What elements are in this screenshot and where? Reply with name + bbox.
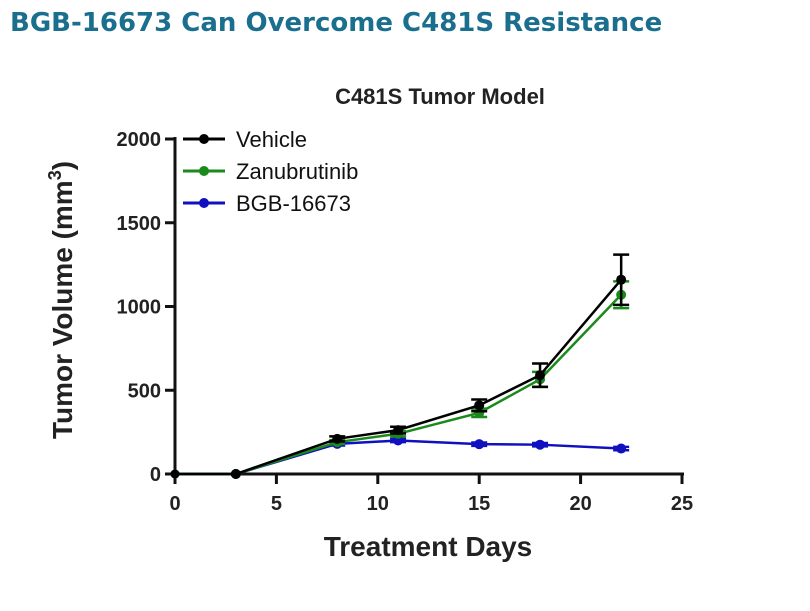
y-tick-label: 1000 bbox=[117, 297, 162, 319]
data-point-vehicle bbox=[393, 425, 404, 436]
axes: 0 500 1000 1500 2000 0 5 10 15 20 25 bbox=[117, 129, 694, 515]
data-point-vehicle bbox=[535, 370, 546, 381]
series-zanubrutinib bbox=[170, 280, 630, 479]
data-point-bgb-16673 bbox=[535, 439, 546, 450]
legend-label: BGB-16673 bbox=[236, 191, 351, 216]
y-axis-label-close: ) bbox=[47, 161, 78, 170]
data-point-bgb-16673 bbox=[474, 439, 485, 450]
x-tick-label: 0 bbox=[169, 493, 180, 515]
legend-item-bgb-16673: BGB-16673 bbox=[183, 191, 351, 216]
y-axis-label-sup: 3 bbox=[45, 170, 65, 180]
data-point-vehicle bbox=[474, 400, 485, 411]
legend-label: Vehicle bbox=[236, 127, 307, 152]
y-tick-label: 500 bbox=[128, 380, 161, 402]
x-axis-label: Treatment Days bbox=[324, 531, 533, 562]
data-point-bgb-16673 bbox=[616, 443, 627, 454]
y-tick-label: 0 bbox=[150, 464, 161, 486]
x-tick-label: 10 bbox=[367, 493, 389, 515]
data-point-vehicle bbox=[332, 433, 343, 444]
y-axis-label-main: Tumor Volume (mm bbox=[47, 180, 78, 439]
legend-swatch-marker bbox=[199, 198, 209, 208]
legend-swatch-marker bbox=[199, 166, 209, 176]
series-line-bgb-16673 bbox=[175, 439, 622, 476]
data-point-vehicle bbox=[616, 274, 627, 285]
x-tick-label: 20 bbox=[569, 493, 591, 515]
legend-label: Zanubrutinib bbox=[236, 159, 358, 184]
series-line-zanubrutinib bbox=[175, 293, 623, 476]
y-tick-label: 2000 bbox=[117, 129, 162, 151]
series-vehicle bbox=[170, 253, 630, 479]
x-tick-label: 15 bbox=[468, 493, 490, 515]
legend: Vehicle Zanubrutinib BGB-16673 bbox=[183, 127, 358, 216]
data-point-vehicle bbox=[170, 469, 180, 479]
y-axis-label: Tumor Volume (mm3) bbox=[45, 161, 78, 439]
x-tick-label: 25 bbox=[671, 493, 693, 515]
slide-title: BGB-16673 Can Overcome C481S Resistance bbox=[10, 8, 663, 38]
chart-title: C481S Tumor Model bbox=[335, 84, 545, 109]
x-tick-label: 5 bbox=[271, 493, 282, 515]
legend-item-vehicle: Vehicle bbox=[183, 127, 307, 152]
legend-item-zanubrutinib: Zanubrutinib bbox=[183, 159, 358, 184]
plot-area bbox=[170, 253, 630, 479]
y-tick-label: 1500 bbox=[117, 213, 162, 235]
data-point-vehicle bbox=[230, 469, 241, 479]
legend-swatch-marker bbox=[199, 134, 209, 144]
